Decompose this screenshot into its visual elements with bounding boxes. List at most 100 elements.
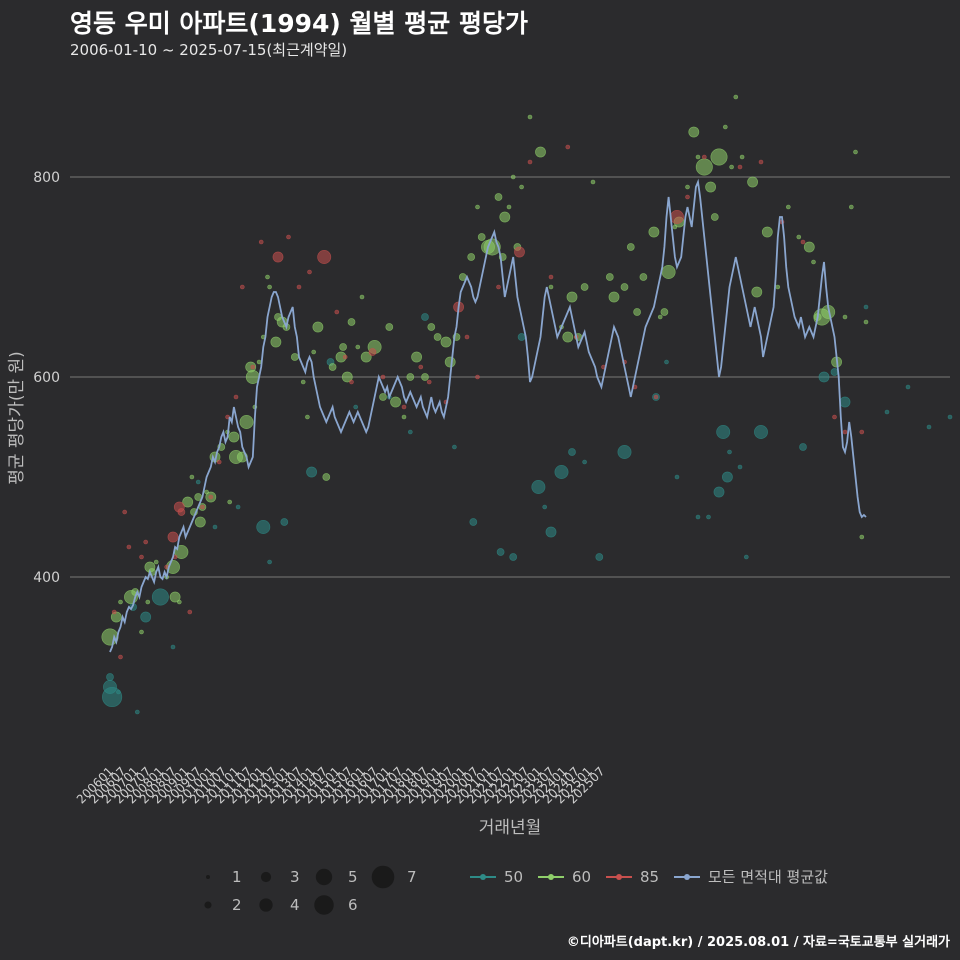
data-point (733, 94, 739, 100)
data-point (153, 559, 159, 565)
data-point (842, 429, 848, 435)
data-point (233, 394, 239, 400)
data-point (349, 379, 354, 385)
data-point (685, 194, 690, 200)
data-point (548, 274, 554, 280)
data-point (182, 496, 194, 508)
data-point (729, 164, 734, 170)
data-point (194, 516, 206, 528)
data-point (785, 204, 791, 210)
data-point (803, 241, 815, 253)
data-point (688, 126, 700, 138)
data-point (639, 273, 648, 281)
size-legend-label: 7 (407, 868, 417, 886)
data-point (853, 149, 858, 155)
chart-title: 영등 우미 아파트(1994) 월별 평균 평당가 (70, 9, 528, 38)
data-point (239, 415, 254, 429)
legend-dot (548, 874, 554, 880)
data-point (701, 154, 707, 160)
legend-dot (684, 874, 690, 880)
data-point (660, 308, 669, 316)
data-point (258, 239, 264, 245)
data-point (143, 539, 148, 545)
data-point (426, 379, 432, 385)
data-point (565, 144, 571, 150)
data-point (548, 284, 554, 290)
data-point (568, 448, 576, 456)
y-axis: 400 600 800 (33, 170, 60, 586)
data-point (427, 323, 436, 331)
data-point (385, 323, 394, 331)
data-point (421, 313, 429, 321)
data-point (111, 609, 117, 615)
legend: 1 2 3 4 5 6 7 50 60 85 모든 면적대 평균값 (204, 865, 828, 915)
data-point (695, 514, 701, 520)
data-point (905, 384, 911, 390)
data-point (307, 269, 312, 275)
y-tick-label: 400 (33, 570, 60, 586)
size-legend-marker (314, 895, 334, 915)
data-point (341, 371, 353, 383)
data-point (653, 394, 659, 400)
data-point (440, 336, 452, 348)
data-point (545, 526, 557, 538)
data-point (761, 226, 773, 238)
data-point (743, 554, 749, 560)
data-point (554, 465, 569, 479)
data-point (368, 348, 377, 356)
data-point (818, 371, 830, 383)
data-point (118, 599, 123, 605)
data-point (359, 294, 365, 300)
data-point (300, 379, 306, 385)
data-point (401, 404, 407, 410)
data-point (270, 336, 282, 348)
data-point (390, 396, 401, 408)
data-point (169, 591, 181, 603)
data-point (347, 318, 356, 326)
size-legend-marker (260, 871, 272, 883)
data-point (620, 283, 629, 291)
data-point (151, 588, 169, 606)
data-point (469, 518, 478, 526)
data-point (467, 253, 476, 261)
data-point (118, 654, 123, 660)
legend-label: 85 (640, 868, 659, 886)
data-point (145, 599, 151, 605)
size-legend-marker (315, 868, 333, 886)
data-point (499, 211, 511, 223)
data-point (212, 524, 218, 530)
data-point (800, 239, 806, 245)
data-point (695, 158, 713, 176)
data-point (859, 429, 865, 435)
data-point (754, 425, 768, 439)
data-point (839, 396, 851, 408)
data-point (496, 284, 501, 290)
size-legend-label: 2 (232, 896, 242, 914)
data-point (407, 429, 413, 435)
data-point (280, 518, 289, 526)
data-point (751, 286, 763, 298)
data-point (608, 291, 620, 303)
data-point (710, 213, 719, 221)
data-point (228, 431, 240, 443)
data-point (317, 250, 332, 264)
data-point (848, 204, 854, 210)
y-tick-label: 800 (33, 170, 60, 186)
data-point (380, 374, 386, 380)
data-point (514, 246, 525, 258)
data-point (509, 553, 518, 561)
data-point (727, 449, 732, 455)
series-markers (101, 94, 953, 715)
data-point (167, 531, 179, 543)
data-point (884, 409, 890, 415)
data-point (685, 184, 690, 190)
data-point (406, 373, 415, 381)
data-point (582, 459, 587, 465)
data-point (286, 234, 291, 240)
data-point (250, 364, 256, 370)
data-point (830, 368, 839, 376)
data-point (722, 124, 728, 130)
data-point (256, 520, 271, 534)
series-85-markers (111, 144, 865, 660)
size-legend-marker (204, 901, 212, 909)
